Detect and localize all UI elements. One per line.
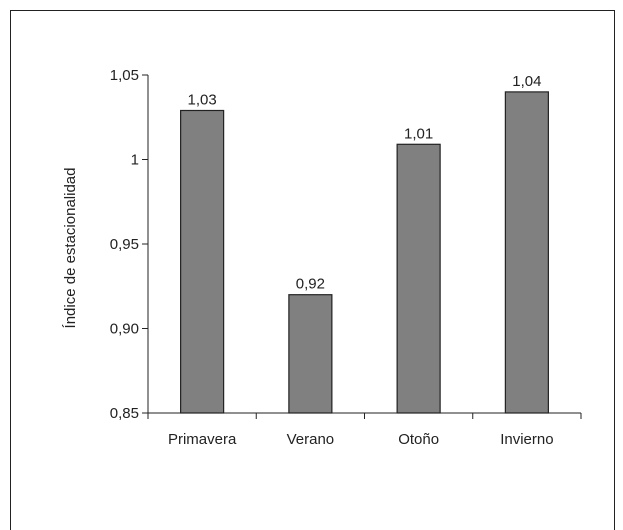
y-axis: 0,85 0,90 0,95 1 1,05 <box>110 67 149 422</box>
bar-invierno <box>504 91 549 414</box>
bar-otoño <box>396 143 441 414</box>
y-tick-label: 1,05 <box>110 67 139 84</box>
bars-group: 1,03 0,92 1,01 1,04 <box>180 73 549 414</box>
y-tick-label: 0,85 <box>110 405 139 422</box>
x-category-label: Otoño <box>398 431 439 448</box>
chart-frame <box>10 10 615 530</box>
x-category-label: Primavera <box>168 431 237 448</box>
bar-verano <box>288 294 333 414</box>
x-axis: Primavera Verano Otoño Invierno <box>147 412 582 448</box>
y-tick-label: 1 <box>131 152 139 169</box>
y-tick-label: 0,95 <box>110 236 139 253</box>
bar-chart: 0,85 0,90 0,95 1 1,05 Primavera Verano Otoño In… <box>62 67 582 448</box>
bar-primavera <box>180 109 225 414</box>
data-label: 1,04 <box>512 73 541 90</box>
x-category-label: Verano <box>287 431 335 448</box>
y-axis-title: Índice de estacionalidad <box>62 168 79 329</box>
data-label: 1,01 <box>404 125 433 142</box>
x-category-label: Invierno <box>500 431 553 448</box>
data-label: 1,03 <box>188 91 217 108</box>
data-label: 0,92 <box>296 276 325 293</box>
y-tick-label: 0,90 <box>110 321 139 338</box>
